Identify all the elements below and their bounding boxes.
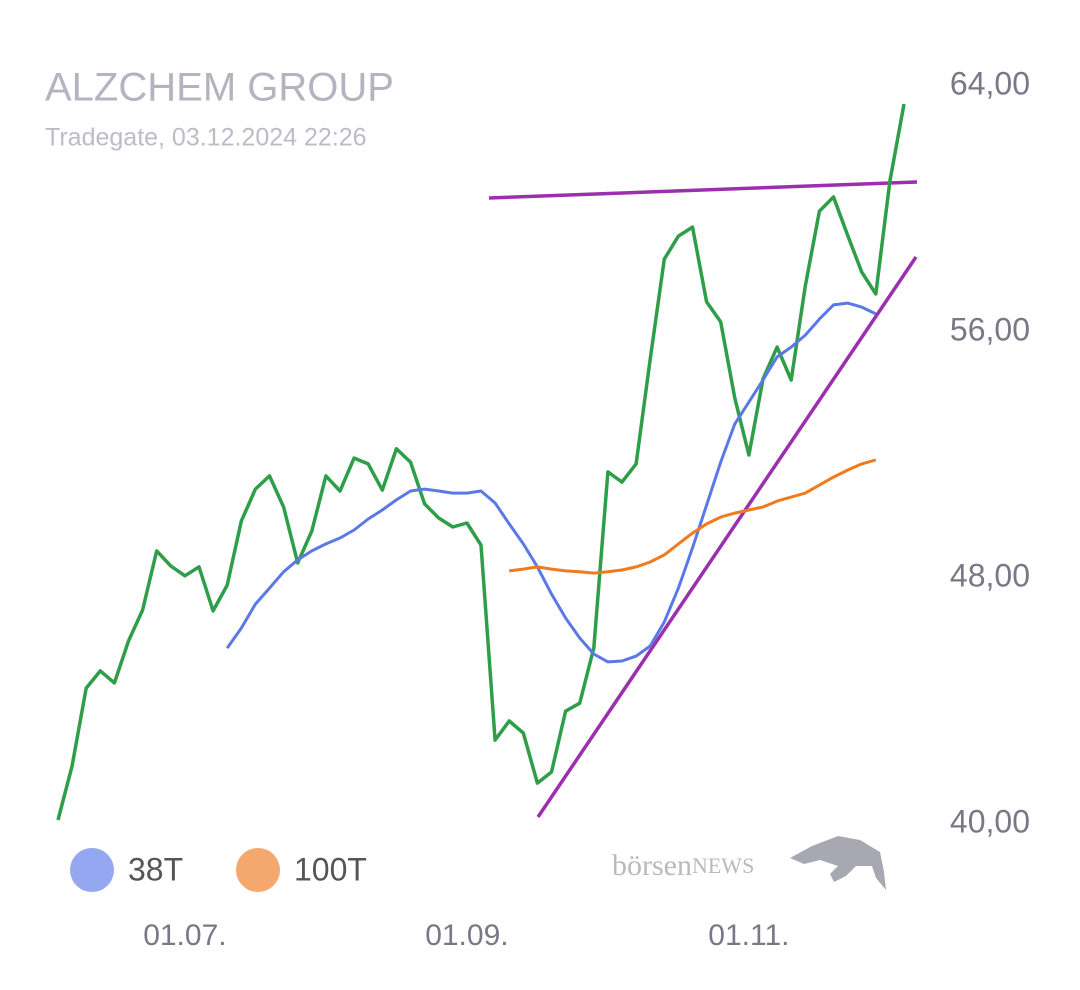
support-line xyxy=(536,256,918,818)
resistance-line xyxy=(488,180,918,200)
legend-label: 100T xyxy=(294,851,367,887)
x-tick-label: 01.07. xyxy=(143,919,226,952)
legend-label: 38T xyxy=(128,851,183,887)
series-line xyxy=(509,458,877,575)
watermark: börsenNEWS xyxy=(612,849,754,882)
bull-icon xyxy=(790,836,886,890)
x-tick-label: 01.09. xyxy=(425,919,508,952)
chart-subtitle: Tradegate, 03.12.2024 22:26 xyxy=(45,124,367,152)
y-tick-label: 40,00 xyxy=(950,803,1030,839)
y-tick-label: 48,00 xyxy=(950,557,1030,593)
watermark-group: börsenNEWS xyxy=(612,836,886,890)
series-line xyxy=(225,301,877,664)
legend-swatch xyxy=(70,848,114,892)
chart-title: ALZCHEM GROUP xyxy=(45,66,394,110)
legend-swatch xyxy=(236,848,280,892)
y-tick-label: 64,00 xyxy=(950,65,1030,101)
trend-lines xyxy=(488,180,918,818)
y-tick-label: 56,00 xyxy=(950,311,1030,347)
x-tick-label: 01.11. xyxy=(708,919,789,952)
